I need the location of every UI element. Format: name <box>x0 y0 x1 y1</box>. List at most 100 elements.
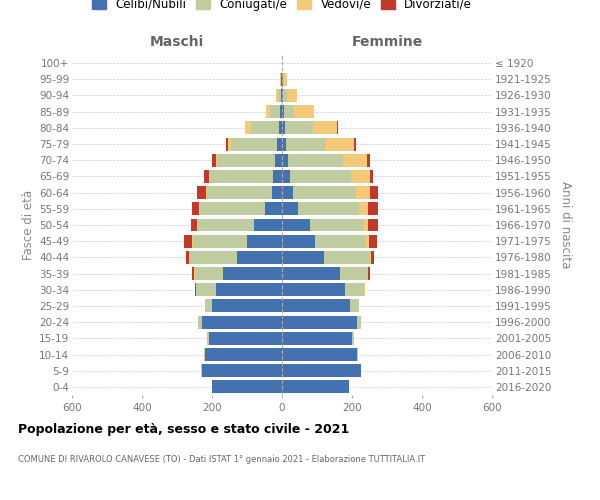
Bar <box>286 138 326 150</box>
Bar <box>226 138 228 150</box>
Bar <box>289 154 343 166</box>
Bar <box>273 170 282 183</box>
Bar <box>192 234 193 248</box>
Bar <box>282 284 345 296</box>
Legend: Celibi/Nubili, Coniugati/e, Vedovi/e, Divorziati/e: Celibi/Nubili, Coniugati/e, Vedovi/e, Di… <box>87 0 477 16</box>
Text: Femmine: Femmine <box>352 36 422 50</box>
Bar <box>293 186 355 199</box>
Bar <box>282 316 357 328</box>
Bar <box>366 234 369 248</box>
Bar <box>266 105 270 118</box>
Bar <box>270 105 280 118</box>
Bar <box>206 186 207 199</box>
Bar <box>284 105 294 118</box>
Bar <box>202 364 282 377</box>
Bar <box>195 284 196 296</box>
Bar <box>282 186 293 199</box>
Bar <box>352 332 354 345</box>
Bar <box>298 202 359 215</box>
Bar <box>364 218 368 232</box>
Bar <box>367 154 370 166</box>
Bar <box>285 122 313 134</box>
Bar <box>251 122 278 134</box>
Y-axis label: Fasce di età: Fasce di età <box>22 190 35 260</box>
Bar <box>282 154 289 166</box>
Bar <box>277 89 278 102</box>
Bar <box>282 300 350 312</box>
Bar <box>197 218 198 232</box>
Bar <box>282 234 315 248</box>
Bar <box>217 154 275 166</box>
Bar <box>282 267 340 280</box>
Bar <box>209 332 282 345</box>
Bar <box>282 348 357 361</box>
Bar <box>350 300 359 312</box>
Bar <box>281 73 282 86</box>
Bar <box>189 251 236 264</box>
Bar <box>265 202 282 215</box>
Bar <box>368 202 378 215</box>
Bar <box>345 284 364 296</box>
Bar <box>282 380 349 394</box>
Bar <box>192 202 199 215</box>
Bar <box>282 73 283 86</box>
Bar <box>282 364 361 377</box>
Bar <box>282 251 324 264</box>
Bar <box>215 154 217 166</box>
Bar <box>284 73 287 86</box>
Text: Popolazione per età, sesso e stato civile - 2021: Popolazione per età, sesso e stato civil… <box>18 422 349 436</box>
Bar <box>315 234 366 248</box>
Bar <box>199 202 200 215</box>
Bar <box>245 122 251 134</box>
Bar <box>290 170 351 183</box>
Bar <box>369 234 377 248</box>
Bar <box>228 138 231 150</box>
Bar <box>198 218 254 232</box>
Bar <box>193 267 194 280</box>
Bar <box>210 170 273 183</box>
Bar <box>197 186 206 199</box>
Bar <box>359 202 368 215</box>
Bar <box>357 316 361 328</box>
Bar <box>294 105 314 118</box>
Bar <box>282 332 352 345</box>
Bar <box>357 348 358 361</box>
Bar <box>209 170 210 183</box>
Bar <box>212 380 282 394</box>
Bar <box>370 170 373 183</box>
Bar <box>205 300 212 312</box>
Bar <box>188 251 189 264</box>
Bar <box>310 218 364 232</box>
Bar <box>282 170 290 183</box>
Bar <box>204 170 209 183</box>
Bar <box>277 138 282 150</box>
Bar <box>202 316 282 328</box>
Bar <box>283 89 287 102</box>
Bar <box>370 186 378 199</box>
Bar <box>371 251 374 264</box>
Bar <box>184 234 192 248</box>
Bar <box>194 267 223 280</box>
Bar <box>191 218 197 232</box>
Bar <box>282 218 310 232</box>
Bar <box>236 251 282 264</box>
Bar <box>281 89 282 102</box>
Bar <box>280 73 281 86</box>
Bar <box>282 202 298 215</box>
Bar <box>340 267 368 280</box>
Bar <box>204 348 205 361</box>
Bar <box>275 154 282 166</box>
Text: Maschi: Maschi <box>150 36 204 50</box>
Bar <box>207 186 271 199</box>
Bar <box>282 138 286 150</box>
Bar <box>326 138 355 150</box>
Bar <box>212 300 282 312</box>
Bar <box>368 267 370 280</box>
Bar <box>254 218 282 232</box>
Bar <box>223 267 282 280</box>
Bar <box>271 186 282 199</box>
Bar <box>355 138 356 150</box>
Bar <box>282 89 283 102</box>
Bar <box>186 251 188 264</box>
Bar <box>278 89 281 102</box>
